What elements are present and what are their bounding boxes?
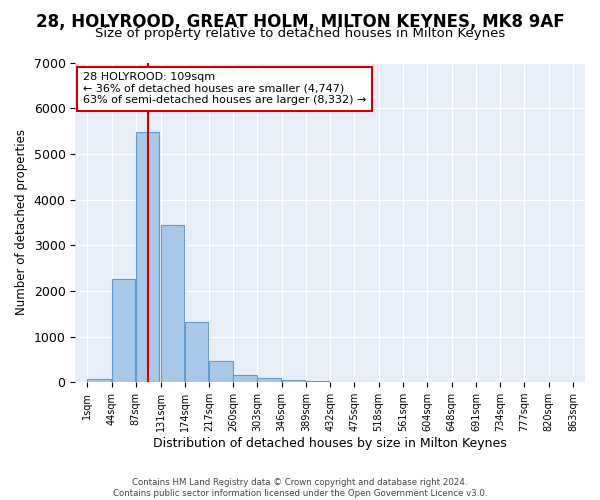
Text: 28 HOLYROOD: 109sqm
← 36% of detached houses are smaller (4,747)
63% of semi-det: 28 HOLYROOD: 109sqm ← 36% of detached ho… bbox=[83, 72, 366, 106]
Y-axis label: Number of detached properties: Number of detached properties bbox=[15, 130, 28, 316]
Bar bbox=[257, 378, 281, 382]
Bar bbox=[161, 224, 184, 382]
Bar bbox=[306, 381, 329, 382]
Bar bbox=[209, 361, 233, 382]
Bar bbox=[282, 380, 305, 382]
Bar bbox=[185, 322, 208, 382]
Text: Size of property relative to detached houses in Milton Keynes: Size of property relative to detached ho… bbox=[95, 28, 505, 40]
Text: Contains HM Land Registry data © Crown copyright and database right 2024.
Contai: Contains HM Land Registry data © Crown c… bbox=[113, 478, 487, 498]
Bar bbox=[112, 278, 135, 382]
X-axis label: Distribution of detached houses by size in Milton Keynes: Distribution of detached houses by size … bbox=[153, 437, 507, 450]
Bar bbox=[88, 378, 111, 382]
Bar bbox=[136, 132, 160, 382]
Text: 28, HOLYROOD, GREAT HOLM, MILTON KEYNES, MK8 9AF: 28, HOLYROOD, GREAT HOLM, MILTON KEYNES,… bbox=[35, 12, 565, 30]
Bar bbox=[233, 375, 257, 382]
